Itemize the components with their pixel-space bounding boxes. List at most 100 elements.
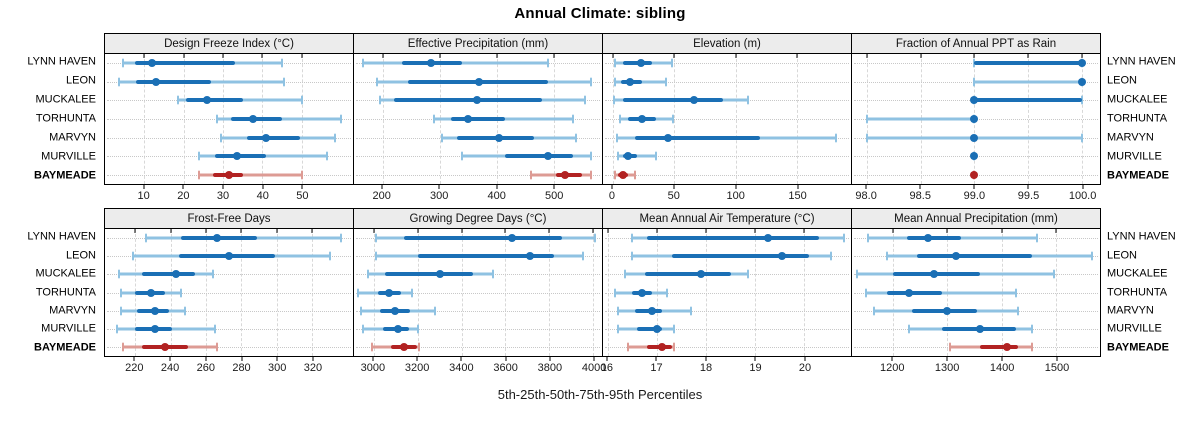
median-dot bbox=[778, 252, 787, 261]
median-dot bbox=[152, 77, 161, 86]
axis-tick-label: 20 bbox=[177, 190, 190, 202]
whisker-cap bbox=[589, 77, 592, 87]
whisker-cap bbox=[340, 114, 343, 124]
whisker-cap bbox=[176, 95, 179, 105]
median-dot bbox=[150, 324, 159, 333]
whisker-cap bbox=[339, 233, 342, 243]
axis-tick-top bbox=[548, 229, 550, 233]
whisker-cap bbox=[633, 170, 636, 180]
axis-tick-bottom bbox=[797, 185, 799, 189]
whisker-cap bbox=[624, 269, 627, 279]
whisker-cap bbox=[183, 306, 186, 316]
axis-tick-label: 3400 bbox=[449, 362, 474, 374]
axis-tick-top bbox=[673, 54, 675, 58]
row-label-leon: LEON bbox=[1107, 74, 1137, 87]
whisker-cap bbox=[671, 114, 674, 124]
median-dot bbox=[638, 115, 647, 123]
whisker-cap bbox=[492, 269, 495, 279]
interquartile-bar-25-75 bbox=[622, 98, 724, 103]
gridline-horizontal bbox=[605, 292, 849, 294]
whisker-cap bbox=[582, 251, 585, 261]
whisker-cap bbox=[198, 151, 201, 161]
gridline-horizontal bbox=[107, 328, 351, 330]
whisker-cap bbox=[374, 251, 377, 261]
axis-tick-top bbox=[222, 54, 224, 58]
whisker-cap bbox=[119, 306, 122, 316]
interquartile-bar-25-75 bbox=[637, 326, 662, 331]
whisker-cap bbox=[281, 58, 284, 68]
panel-plot-mean-annual-precipitation-mm bbox=[851, 228, 1101, 357]
median-dot bbox=[385, 288, 394, 297]
axis-tick-label: 40 bbox=[256, 190, 269, 202]
gridline-horizontal bbox=[605, 81, 849, 83]
interquartile-bar-25-75 bbox=[185, 98, 243, 103]
median-dot bbox=[171, 270, 180, 279]
axis-tick-label: 98.5 bbox=[909, 190, 931, 202]
interquartile-bar-25-75 bbox=[980, 344, 1019, 349]
row-label-murville: MURVILLE bbox=[41, 322, 96, 335]
whisker-cap bbox=[370, 342, 373, 352]
x-axis-growing-degree-days-c: 3000 3200 3400 3600 3800 4000 bbox=[353, 357, 606, 374]
axis-tick-top bbox=[946, 229, 948, 233]
axis-tick-label: 50 bbox=[296, 190, 309, 202]
whisker-cap bbox=[1030, 342, 1033, 352]
row-label-leon: LEON bbox=[66, 249, 96, 262]
whisker-cap bbox=[864, 288, 867, 297]
interquartile-bar-25-75 bbox=[136, 79, 212, 84]
whisker-cap bbox=[1030, 324, 1033, 334]
interquartile-bar-25-75 bbox=[917, 254, 1032, 259]
axis-tick-top bbox=[461, 229, 463, 233]
axis-tick-label: 30 bbox=[216, 190, 230, 202]
axis-tick-top bbox=[1055, 229, 1057, 233]
percentile-range-5-95 bbox=[199, 173, 302, 177]
panel-plot-fraction-of-annual-ppt-as-rain bbox=[851, 53, 1101, 185]
whisker-cap bbox=[575, 133, 578, 143]
whisker-cap bbox=[119, 288, 122, 297]
row-label-baymeade: BAYMEADE bbox=[34, 169, 96, 182]
axis-tick-bottom bbox=[593, 357, 595, 361]
axis-tick-top bbox=[382, 54, 383, 58]
interquartile-bar-25-75 bbox=[906, 236, 961, 241]
interquartile-bar-25-75 bbox=[134, 61, 235, 66]
gridline-horizontal bbox=[107, 346, 351, 348]
whisker-cap bbox=[746, 95, 749, 105]
axis-tick-label: 1400 bbox=[989, 362, 1015, 374]
interquartile-bar-25-75 bbox=[384, 272, 473, 277]
whisker-cap bbox=[121, 342, 124, 352]
row-label-lynn-haven: LYNN HAVEN bbox=[27, 230, 96, 243]
axis-tick-label: 99.5 bbox=[1017, 190, 1040, 202]
whisker-cap bbox=[583, 95, 586, 105]
median-dot bbox=[970, 115, 979, 123]
axis-tick-bottom bbox=[1001, 357, 1003, 361]
whisker-cap bbox=[334, 133, 337, 143]
interquartile-bar-25-75 bbox=[450, 117, 506, 121]
row-label-baymeade: BAYMEADE bbox=[1107, 169, 1169, 182]
median-dot bbox=[148, 59, 157, 68]
percentile-range-5-95 bbox=[867, 117, 975, 121]
whisker-cap bbox=[872, 306, 875, 316]
median-dot bbox=[970, 170, 979, 179]
median-dot bbox=[203, 96, 212, 105]
whisker-cap bbox=[631, 251, 634, 261]
whisker-cap bbox=[180, 288, 183, 297]
whisker-cap bbox=[615, 133, 618, 143]
axis-tick-label: 320 bbox=[303, 362, 323, 374]
panel-plot-frost-free-days bbox=[104, 228, 354, 357]
row-label-lynn-haven: LYNN HAVEN bbox=[1107, 55, 1176, 68]
row-label-torhunta: TORHUNTA bbox=[35, 286, 96, 298]
axis-tick-top bbox=[973, 54, 975, 58]
panel-plot-elevation-m bbox=[602, 53, 852, 185]
row-label-muckalee: MUCKALEE bbox=[35, 267, 96, 280]
median-dot bbox=[970, 96, 979, 105]
median-dot bbox=[161, 342, 170, 351]
median-dot bbox=[623, 152, 632, 161]
axis-tick-top bbox=[261, 54, 263, 58]
median-dot bbox=[225, 252, 233, 261]
whisker-cap bbox=[572, 114, 575, 124]
axis-tick-bottom bbox=[611, 185, 613, 189]
median-dot bbox=[232, 152, 241, 161]
whisker-cap bbox=[300, 95, 303, 105]
gridline-horizontal bbox=[107, 292, 351, 294]
axis-tick-top bbox=[134, 229, 136, 233]
